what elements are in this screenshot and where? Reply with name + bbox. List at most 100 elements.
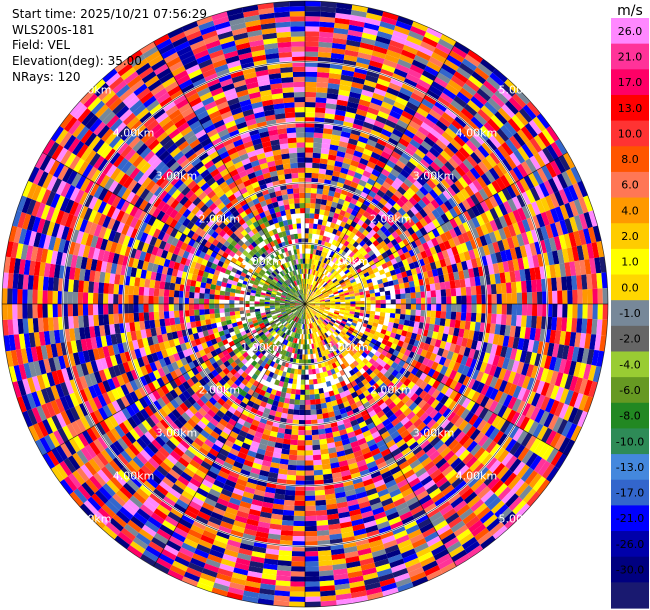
velocity-gate <box>389 312 396 319</box>
velocity-gate <box>46 416 58 433</box>
velocity-gate <box>318 309 324 313</box>
velocity-gate <box>357 547 372 556</box>
velocity-gate <box>130 475 143 488</box>
velocity-gate <box>215 317 222 323</box>
velocity-gate <box>98 226 107 239</box>
velocity-gate <box>148 403 158 414</box>
velocity-gate <box>240 364 248 372</box>
velocity-gate <box>420 310 427 317</box>
velocity-gate <box>113 283 120 295</box>
velocity-gate <box>133 471 147 485</box>
velocity-gate <box>99 325 106 337</box>
velocity-gate <box>278 316 284 321</box>
velocity-gate <box>251 101 263 109</box>
velocity-gate <box>211 361 220 370</box>
velocity-gate <box>180 357 189 366</box>
velocity-gate <box>337 403 345 410</box>
velocity-gate <box>357 496 369 504</box>
velocity-gate <box>493 390 504 403</box>
velocity-gate <box>223 360 231 368</box>
velocity-gate <box>263 320 269 325</box>
velocity-gate <box>122 361 131 373</box>
velocity-gate <box>459 532 475 546</box>
velocity-gate <box>388 443 399 453</box>
velocity-gate <box>217 568 234 578</box>
velocity-gate <box>306 334 309 340</box>
velocity-gate <box>286 294 292 298</box>
velocity-gate <box>185 244 193 253</box>
velocity-gate <box>563 439 575 456</box>
velocity-gate <box>426 418 437 429</box>
velocity-gate <box>225 55 240 64</box>
velocity-gate <box>222 197 231 206</box>
velocity-gate <box>365 405 374 414</box>
velocity-gate <box>26 408 38 426</box>
velocity-gate <box>525 315 532 328</box>
velocity-gate <box>268 435 277 443</box>
velocity-gate <box>327 314 333 318</box>
velocity-gate <box>298 359 303 365</box>
velocity-gate <box>148 287 155 297</box>
velocity-gate <box>545 383 555 399</box>
velocity-gate <box>245 184 254 192</box>
velocity-gate <box>368 358 376 365</box>
velocity-gate <box>18 258 26 275</box>
velocity-gate <box>324 307 330 310</box>
velocity-gate <box>41 219 51 235</box>
velocity-gate <box>578 378 588 395</box>
velocity-gate <box>236 206 245 215</box>
velocity-gate <box>301 318 304 325</box>
velocity-gate <box>316 519 329 526</box>
velocity-gate <box>252 319 258 324</box>
velocity-gate <box>292 264 296 271</box>
velocity-gate <box>235 143 246 152</box>
velocity-gate <box>88 135 101 150</box>
velocity-gate <box>135 230 144 241</box>
velocity-gate <box>340 330 346 336</box>
velocity-gate <box>189 309 195 317</box>
velocity-gate <box>173 386 183 397</box>
velocity-gate <box>183 467 195 478</box>
velocity-gate <box>81 163 94 178</box>
velocity-gate <box>353 450 363 458</box>
velocity-gate <box>355 357 363 365</box>
velocity-gate <box>168 304 174 312</box>
velocity-gate <box>115 264 123 275</box>
velocity-gate <box>97 469 110 484</box>
velocity-gate <box>583 379 593 397</box>
velocity-gate <box>294 292 299 297</box>
velocity-gate <box>344 324 350 330</box>
velocity-gate <box>32 318 39 333</box>
velocity-gate <box>216 452 228 462</box>
velocity-gate <box>273 326 279 332</box>
velocity-gate <box>204 304 210 310</box>
velocity-gate <box>210 284 217 290</box>
velocity-gate <box>33 261 41 277</box>
velocity-gate <box>392 338 400 346</box>
velocity-gate <box>171 65 186 77</box>
velocity-gate <box>231 134 242 143</box>
velocity-gate <box>251 550 266 559</box>
velocity-gate <box>129 216 139 228</box>
velocity-gate <box>191 232 200 241</box>
velocity-gate <box>397 412 407 422</box>
velocity-gate <box>165 274 172 283</box>
velocity-gate <box>147 381 157 393</box>
velocity-gate <box>153 304 159 312</box>
velocity-gate <box>166 332 174 341</box>
velocity-gate <box>520 315 527 328</box>
velocity-gate <box>297 435 305 441</box>
velocity-gate <box>305 364 309 370</box>
velocity-gate <box>159 72 174 84</box>
velocity-gate <box>185 566 202 578</box>
velocity-gate <box>323 310 330 314</box>
velocity-gate <box>453 553 471 567</box>
velocity-gate <box>259 588 275 596</box>
velocity-gate <box>143 373 153 385</box>
velocity-gate <box>370 414 380 423</box>
velocity-gate <box>199 287 206 294</box>
velocity-gate <box>37 421 49 437</box>
velocity-gate <box>138 66 154 80</box>
velocity-gate <box>57 165 69 181</box>
velocity-gate <box>235 386 243 394</box>
